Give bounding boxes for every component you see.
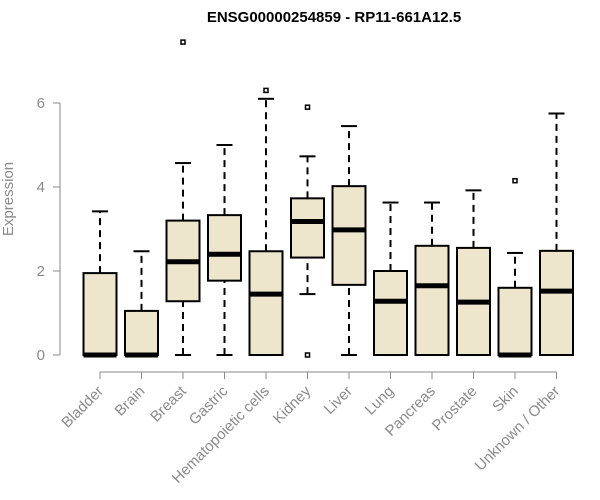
iqr-box <box>539 249 574 356</box>
y-axis: 0 2 4 6 <box>37 95 61 364</box>
outlier-point <box>263 87 269 94</box>
x-tick-label: Skin <box>489 383 522 416</box>
y-tick-label: 2 <box>37 263 45 280</box>
iqr-box <box>497 286 533 356</box>
iqr-box <box>248 250 284 356</box>
outlier-point <box>304 352 311 358</box>
iqr-box <box>331 185 367 286</box>
x-tick-label: Lung <box>362 383 398 419</box>
x-tick-label: Kidney <box>270 382 315 427</box>
iqr-box <box>290 197 325 259</box>
iqr-box <box>124 309 159 356</box>
box-breast <box>165 39 201 356</box>
boxes-group <box>82 39 574 358</box>
box-kidney <box>290 104 325 358</box>
box-unknown-other <box>539 112 574 356</box>
x-tick-label: Bladder <box>58 383 107 432</box>
box-skin <box>497 177 533 358</box>
outlier-point <box>304 104 311 110</box>
x-tick-label: Brain <box>112 383 149 420</box>
box-hematopoietic-cells <box>248 87 284 356</box>
box-bladder <box>82 210 118 358</box>
x-tick-label: Liver <box>321 383 356 418</box>
box-prostate <box>456 189 491 356</box>
box-pancreas <box>414 201 450 356</box>
iqr-box <box>82 272 118 357</box>
x-tick-label: Prostate <box>429 383 481 435</box>
outlier-point <box>180 39 186 45</box>
outlier-point <box>512 177 518 184</box>
box-lung <box>373 201 408 356</box>
iqr-box <box>373 270 408 356</box>
y-tick-label: 0 <box>37 347 45 364</box>
x-tick-label: Breast <box>147 382 190 425</box>
iqr-box <box>414 244 450 356</box>
box-gastric <box>207 144 242 356</box>
iqr-box <box>207 214 242 282</box>
box-liver <box>331 125 367 356</box>
box-brain <box>124 250 159 358</box>
chart-title: ENSG00000254859 - RP11-661A12.5 <box>207 9 461 26</box>
y-axis-label: Expression <box>0 162 17 236</box>
y-tick-label: 6 <box>37 95 45 112</box>
y-tick-label: 4 <box>37 179 45 196</box>
